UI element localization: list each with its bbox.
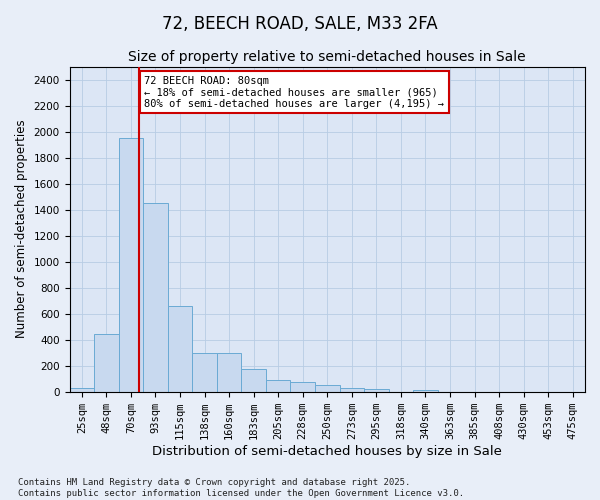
- Bar: [119, 138, 143, 392]
- Bar: [168, 306, 192, 392]
- Bar: [315, 385, 340, 392]
- Bar: [217, 352, 241, 392]
- Bar: [413, 390, 438, 392]
- Bar: [340, 388, 364, 392]
- Bar: [143, 203, 168, 392]
- Text: 72, BEECH ROAD, SALE, M33 2FA: 72, BEECH ROAD, SALE, M33 2FA: [162, 15, 438, 33]
- Bar: [70, 388, 94, 392]
- Bar: [266, 380, 290, 392]
- X-axis label: Distribution of semi-detached houses by size in Sale: Distribution of semi-detached houses by …: [152, 444, 502, 458]
- Y-axis label: Number of semi-detached properties: Number of semi-detached properties: [15, 120, 28, 338]
- Bar: [241, 369, 266, 392]
- Bar: [192, 352, 217, 392]
- Text: Contains HM Land Registry data © Crown copyright and database right 2025.
Contai: Contains HM Land Registry data © Crown c…: [18, 478, 464, 498]
- Text: 72 BEECH ROAD: 80sqm
← 18% of semi-detached houses are smaller (965)
80% of semi: 72 BEECH ROAD: 80sqm ← 18% of semi-detac…: [145, 76, 445, 109]
- Bar: [94, 334, 119, 392]
- Bar: [290, 382, 315, 392]
- Bar: [364, 389, 389, 392]
- Title: Size of property relative to semi-detached houses in Sale: Size of property relative to semi-detach…: [128, 50, 526, 64]
